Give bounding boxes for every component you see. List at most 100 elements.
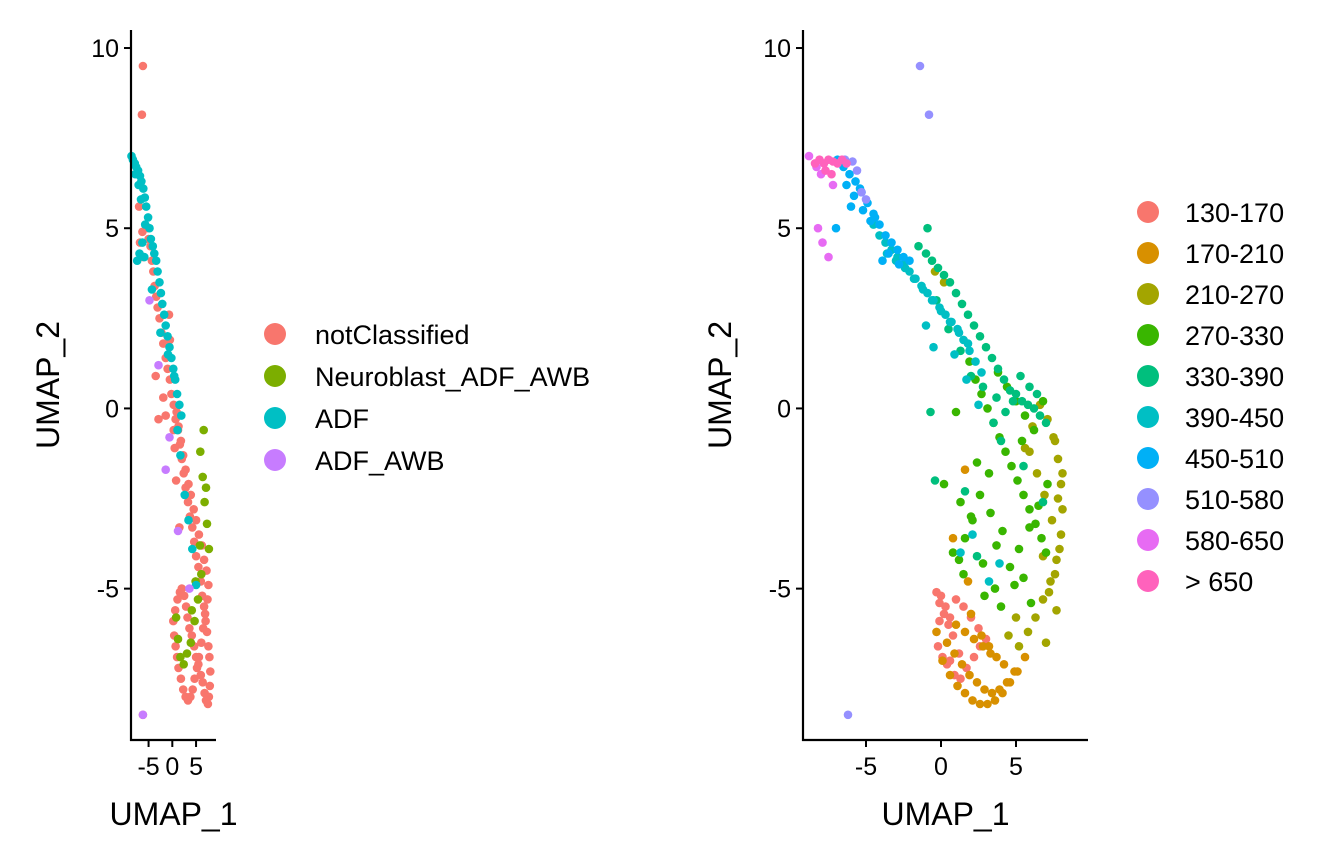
data-point (141, 202, 151, 211)
data-point (134, 202, 144, 211)
data-point (200, 609, 210, 619)
data-point (1017, 436, 1027, 446)
data-point (924, 110, 934, 119)
data-point (945, 656, 955, 665)
data-point (173, 634, 183, 644)
data-point (875, 220, 884, 229)
data-point (944, 324, 953, 334)
data-point (179, 660, 188, 669)
data-point (852, 166, 862, 175)
series-170-210 (932, 465, 1030, 709)
data-point (1055, 544, 1064, 554)
data-point (927, 256, 937, 266)
data-point (933, 642, 943, 651)
data-point (936, 591, 946, 601)
data-point (1053, 454, 1063, 464)
data-point (1020, 652, 1030, 662)
data-point (948, 533, 958, 543)
data-point (981, 342, 991, 352)
data-point (935, 616, 944, 626)
data-point (184, 479, 193, 489)
data-point (165, 342, 174, 352)
data-point (969, 652, 979, 662)
data-point (186, 638, 196, 647)
data-point (972, 678, 982, 687)
x-tick-label: 5 (1009, 753, 1023, 781)
data-point (948, 548, 958, 557)
data-point (137, 110, 147, 119)
data-point (960, 533, 970, 543)
data-point (945, 317, 955, 327)
x-axis-title: UMAP_1 (881, 796, 1009, 832)
data-point (983, 699, 992, 709)
data-point (921, 249, 931, 258)
data-point (140, 220, 150, 229)
legend-key (1137, 529, 1159, 551)
data-point (957, 299, 967, 309)
data-point (977, 631, 986, 640)
data-point (996, 436, 1006, 446)
data-point (190, 616, 199, 626)
data-point (161, 411, 170, 420)
legend-label: Neuroblast_ADF_AWB (315, 362, 590, 392)
series-130-170 (932, 587, 991, 683)
data-point (951, 620, 961, 629)
data-point (941, 602, 950, 611)
data-point (1002, 678, 1012, 687)
data-point (827, 169, 836, 179)
data-point (204, 580, 213, 590)
y-axis-title: UMAP_2 (30, 321, 66, 449)
data-point (965, 670, 974, 680)
data-point (968, 530, 977, 539)
data-point (184, 515, 193, 525)
data-point (1038, 595, 1048, 604)
data-point (176, 436, 186, 446)
data-point (196, 447, 205, 457)
data-point (204, 544, 214, 554)
data-point (989, 418, 998, 428)
y-tick-label: 10 (91, 35, 119, 63)
data-point (972, 551, 982, 561)
y-tick-label: 10 (763, 35, 791, 63)
data-point (205, 681, 215, 691)
data-point (186, 490, 196, 500)
legend-key (1137, 447, 1159, 469)
data-point (165, 433, 174, 442)
data-point (945, 613, 955, 622)
y-axis-title: UMAP_2 (702, 321, 738, 449)
data-point (170, 606, 180, 615)
data-point (134, 180, 143, 190)
data-point (998, 526, 1007, 536)
data-point (1031, 613, 1040, 622)
series-210-270 (930, 267, 1067, 651)
data-point (858, 205, 868, 215)
data-point (176, 652, 185, 662)
data-point (881, 238, 890, 247)
data-point (894, 260, 904, 269)
data-point (818, 238, 827, 247)
data-point (870, 213, 880, 222)
data-point (966, 609, 976, 619)
data-point (980, 685, 989, 694)
data-point (1041, 638, 1051, 647)
y-tick-label: 5 (777, 215, 791, 243)
data-point (171, 642, 180, 651)
y-tick-label: 0 (105, 395, 119, 423)
data-point (1019, 573, 1028, 583)
data-point (187, 606, 197, 615)
data-point (954, 328, 964, 338)
legend-label: 510-580 (1185, 485, 1284, 515)
data-point (156, 288, 166, 298)
legend-key (1137, 488, 1159, 510)
data-point (992, 541, 1001, 550)
data-point (923, 223, 932, 233)
data-point (1029, 425, 1039, 435)
y-tick-label: 5 (105, 215, 119, 243)
series-adf-awb (138, 296, 194, 720)
legend-label: 390-450 (1185, 403, 1284, 433)
data-point (1014, 544, 1024, 554)
data-point (950, 649, 959, 658)
data-point (956, 548, 965, 557)
data-point (175, 400, 184, 410)
